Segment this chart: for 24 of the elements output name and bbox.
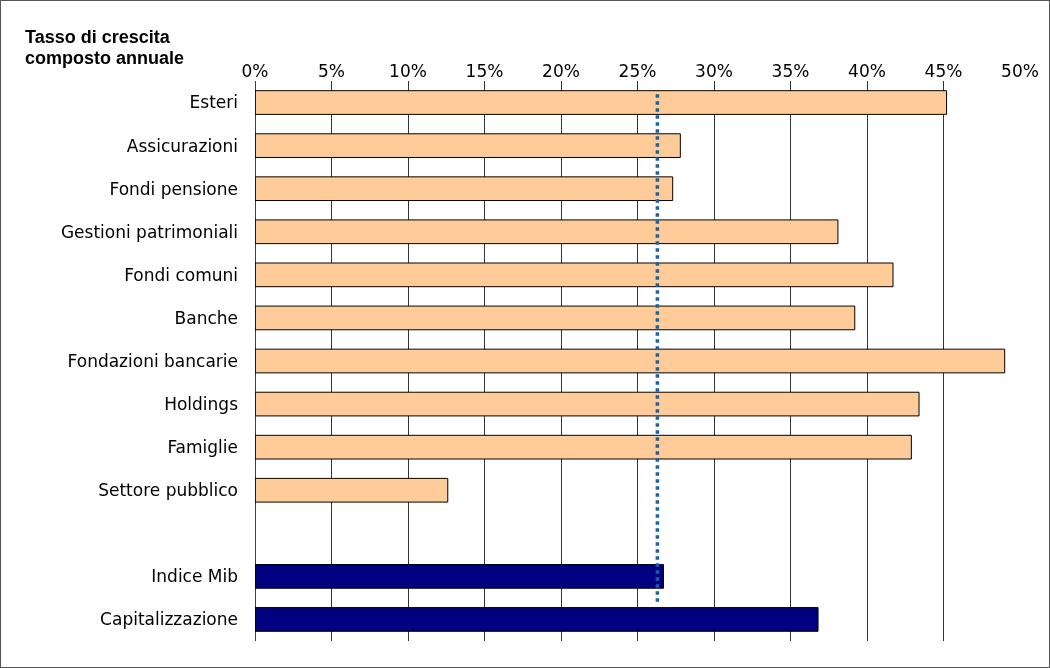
- y-tick-label: Capitalizzazione: [100, 609, 238, 630]
- y-tick-label: Assicurazioni: [126, 135, 238, 156]
- x-tick-label: 40%: [848, 60, 886, 81]
- y-tick-label: Gestioni patrimoniali: [60, 221, 238, 242]
- y-tick-label: Fondi comuni: [124, 264, 238, 285]
- y-tick-label: Banche: [174, 307, 238, 328]
- y-tick-label: Fondazioni bancarie: [67, 350, 238, 371]
- x-tick-label: 0%: [241, 60, 269, 81]
- x-tick-label: 45%: [924, 60, 963, 81]
- x-tick-label: 25%: [618, 60, 657, 81]
- x-tick-label: 10%: [389, 60, 427, 81]
- x-tick-label: 35%: [771, 60, 810, 81]
- x-tick-label: 15%: [465, 60, 504, 81]
- y-tick-label: Indice Mib: [151, 566, 238, 587]
- y-tick-label: Holdings: [164, 394, 239, 415]
- x-tick-label: 50%: [1001, 60, 1039, 81]
- x-tick-label: 20%: [542, 60, 580, 81]
- text: Tasso di crescita composto annuale: [25, 27, 186, 69]
- y-tick-label: Fondi pensione: [109, 178, 238, 199]
- y-tick-label: Settore pubblico: [98, 480, 238, 501]
- x-tick-label: 30%: [695, 60, 733, 81]
- x-tick-label: 5%: [318, 60, 345, 81]
- y-tick-label: Famiglie: [167, 437, 238, 458]
- y-tick-label: Esteri: [189, 92, 238, 113]
